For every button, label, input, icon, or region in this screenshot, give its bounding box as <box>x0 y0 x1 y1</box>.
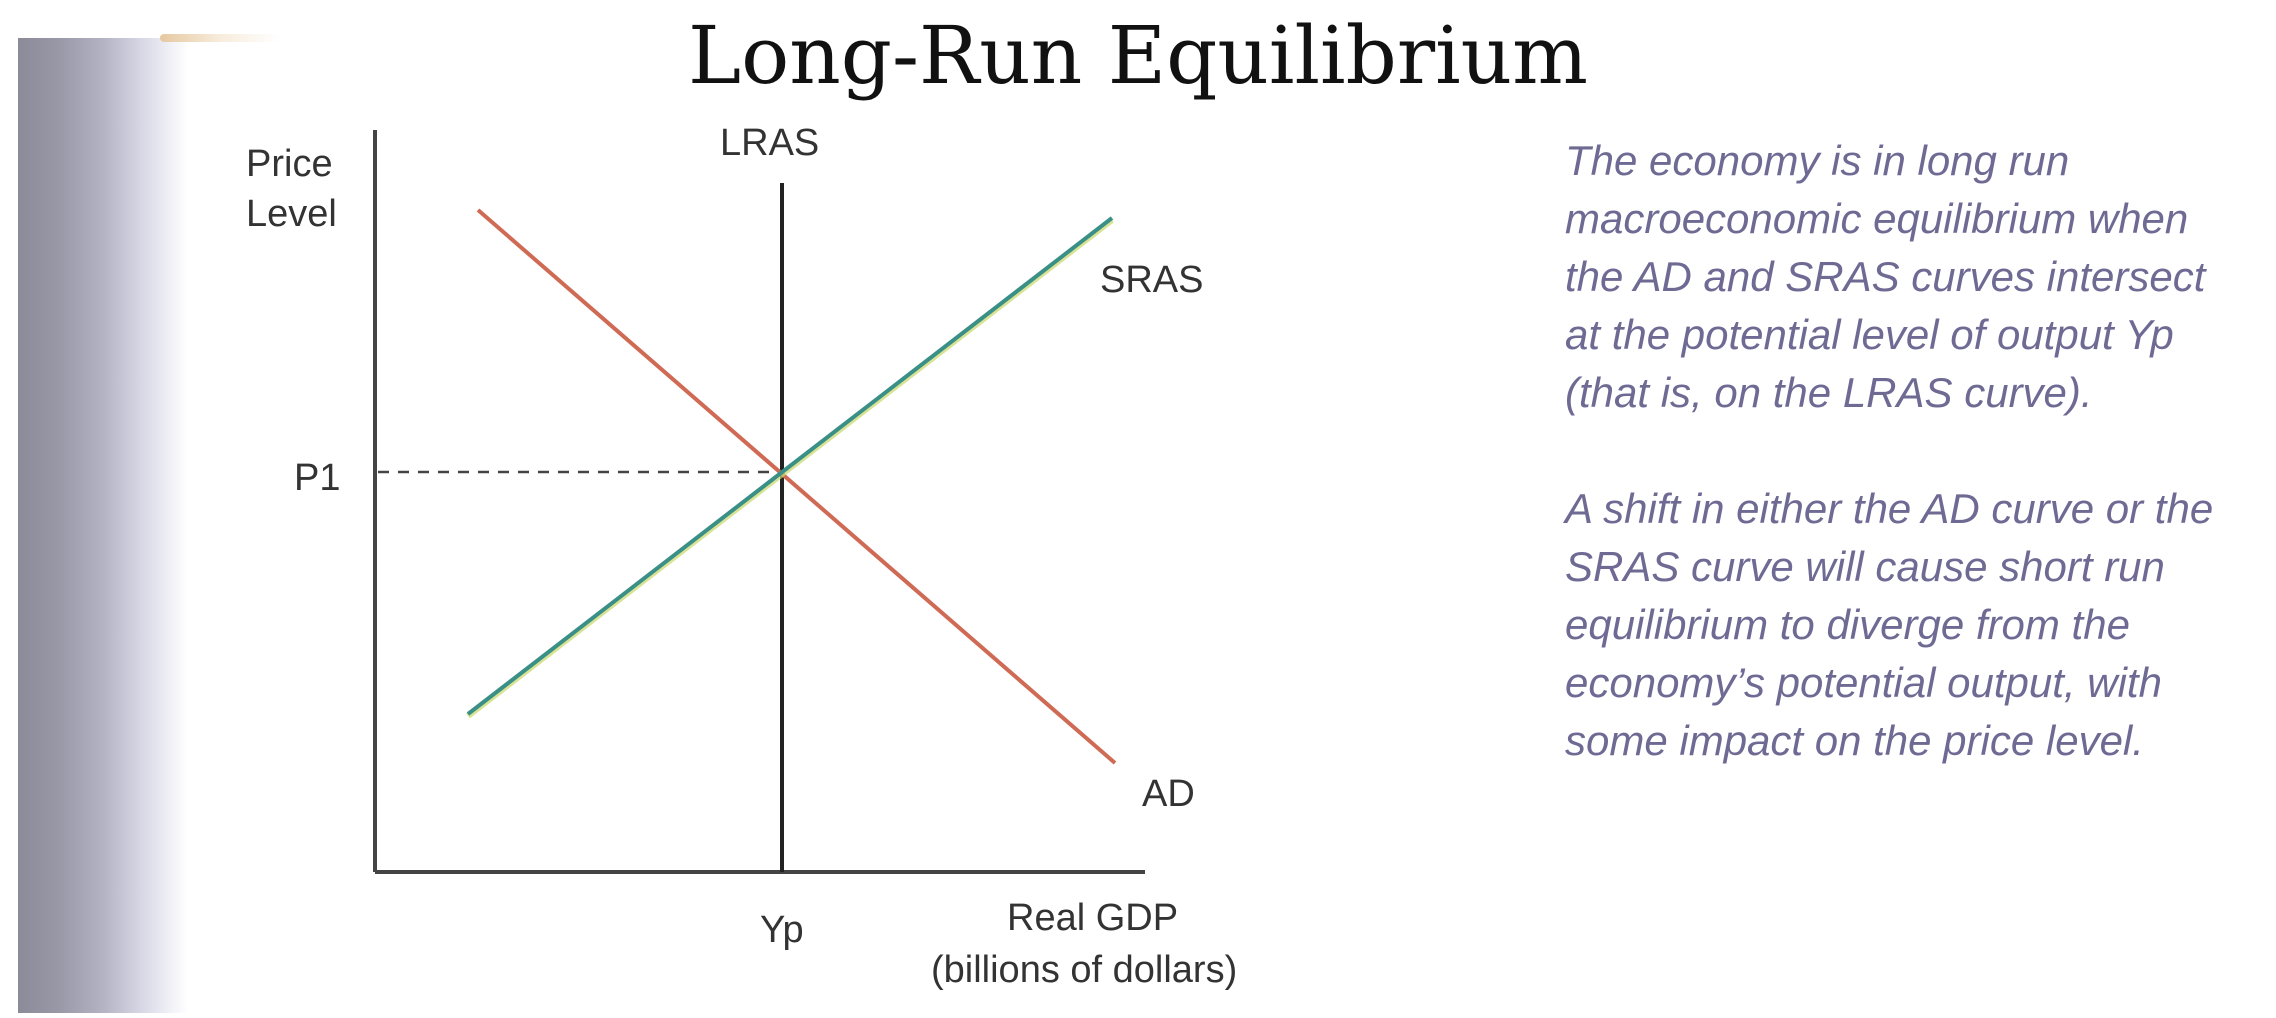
x-axis-label-real-gdp: Real GDP <box>1007 897 1178 939</box>
sras-label: SRAS <box>1100 259 1203 301</box>
yp-label: Yp <box>760 909 804 951</box>
page-spine-shadow <box>18 38 188 1013</box>
x-axis-label-units: (billions of dollars) <box>931 949 1237 991</box>
explanation-paragraph-1: The economy is in long run macroeconomic… <box>1565 137 2206 416</box>
y-axis-label-level: Level <box>246 193 337 235</box>
page-edge-highlight <box>160 34 280 42</box>
ad-label: AD <box>1142 773 1195 815</box>
page-title: Long-Run Equilibrium <box>687 9 1589 102</box>
sras-curve <box>466 216 1114 716</box>
textbook-photo-panel <box>18 38 1558 1013</box>
lras-label: LRAS <box>720 122 819 164</box>
explanation-paragraph-2: A shift in either the AD curve or the SR… <box>1565 485 2214 764</box>
ad-curve <box>476 208 1117 765</box>
p1-label: P1 <box>294 457 340 499</box>
y-axis-label-price: Price <box>246 143 333 185</box>
explanation-text: The economy is in long run macroeconomic… <box>1565 132 2225 828</box>
